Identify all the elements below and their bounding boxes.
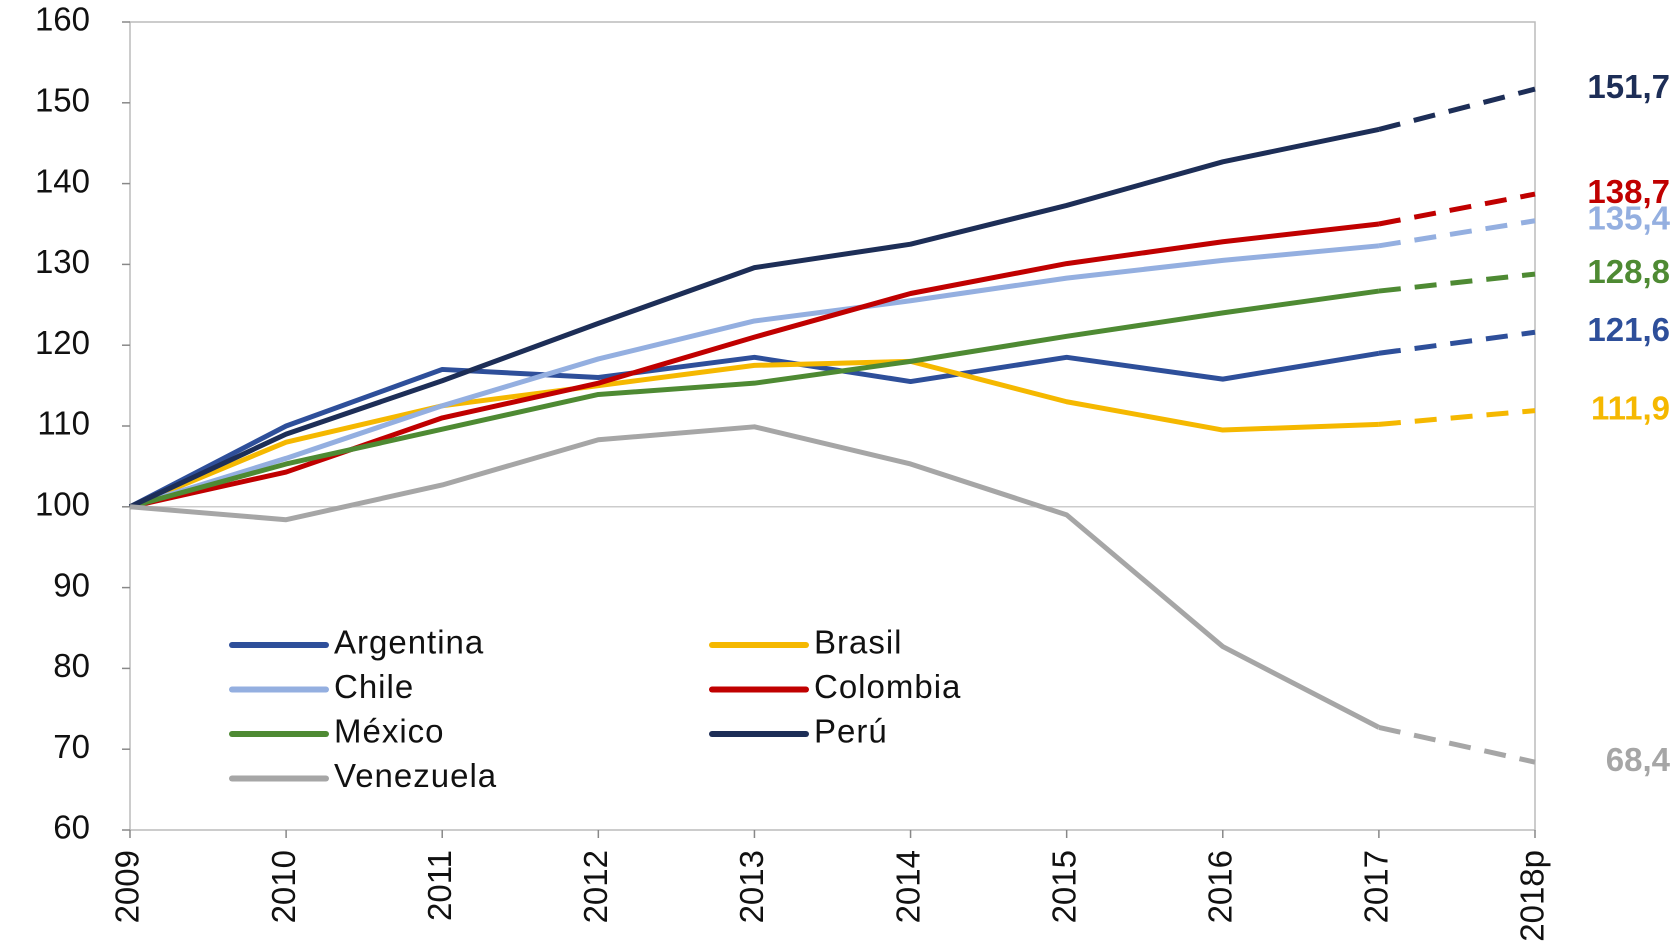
x-tick-label: 2013 xyxy=(733,850,770,923)
legend-label: Chile xyxy=(334,668,414,705)
y-tick-label: 150 xyxy=(35,82,90,119)
projection-line xyxy=(1378,408,1536,427)
x-tick-label: 2018p xyxy=(1514,850,1551,942)
x-tick-label: 2011 xyxy=(421,850,458,921)
x-tick-label: 2015 xyxy=(1045,850,1082,923)
projection-line xyxy=(1378,191,1536,227)
series-line xyxy=(128,350,1380,510)
legend-label: Argentina xyxy=(334,624,484,661)
value-label: 135,4 xyxy=(1587,199,1670,236)
y-tick-label: 70 xyxy=(53,728,90,765)
value-label: 151,7 xyxy=(1587,68,1670,105)
series-line xyxy=(129,424,1381,730)
projection-line xyxy=(1378,271,1536,294)
y-tick-label: 80 xyxy=(53,647,90,684)
x-tick-label: 2016 xyxy=(1201,850,1238,923)
projection-line xyxy=(1378,724,1536,765)
value-label: 128,8 xyxy=(1587,253,1670,290)
series-line xyxy=(128,127,1380,510)
legend-label: Colombia xyxy=(814,668,961,705)
projection-line xyxy=(1378,218,1536,249)
projection-line xyxy=(1378,86,1536,132)
series-line xyxy=(129,358,1379,510)
legend-label: México xyxy=(334,713,445,750)
y-tick-label: 120 xyxy=(35,324,90,361)
y-tick-label: 100 xyxy=(35,486,90,523)
y-tick-label: 140 xyxy=(35,162,90,199)
series-line xyxy=(129,288,1380,510)
legend-label: Perú xyxy=(814,713,888,750)
x-tick-label: 2012 xyxy=(577,850,614,923)
x-tick-label: 2017 xyxy=(1358,850,1395,923)
y-tick-label: 130 xyxy=(35,243,90,280)
value-label: 68,4 xyxy=(1606,741,1671,778)
y-tick-label: 160 xyxy=(35,1,90,38)
x-tick-label: 2009 xyxy=(109,850,146,923)
y-tick-label: 90 xyxy=(53,566,90,603)
value-label: 121,6 xyxy=(1587,311,1670,348)
series-line xyxy=(129,243,1380,510)
legend-label: Brasil xyxy=(814,624,903,661)
x-tick-label: 2014 xyxy=(889,850,926,923)
legend-label: Venezuela xyxy=(334,757,497,794)
value-label: 138,7 xyxy=(1587,173,1670,210)
projection-line xyxy=(1378,329,1536,356)
y-tick-label: 60 xyxy=(53,809,90,846)
y-tick-label: 110 xyxy=(37,405,90,442)
value-label: 111,9 xyxy=(1591,389,1670,426)
x-tick-label: 2010 xyxy=(265,850,302,923)
